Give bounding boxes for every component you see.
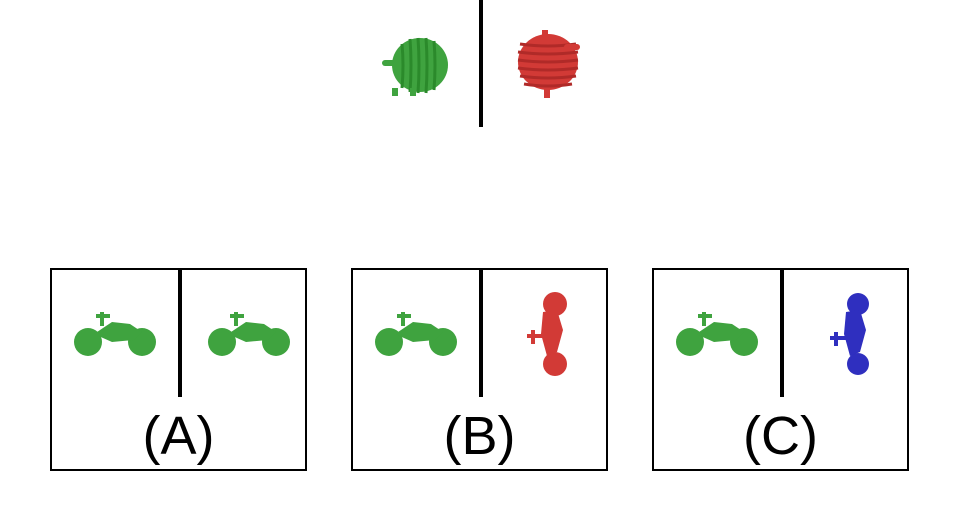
motorcycle-icon (74, 312, 156, 356)
option-a-divider (178, 270, 182, 397)
yarn-spool-icon (517, 30, 580, 98)
motorcycle-icon (208, 312, 290, 356)
option-c-divider (780, 270, 784, 397)
option-a-label: (A) (142, 406, 215, 466)
motorcycle-icon (375, 312, 457, 356)
option-c[interactable]: (C) (652, 268, 909, 471)
motorcycle-icon (676, 312, 758, 356)
option-b-label: (B) (443, 406, 516, 466)
motorcycle-icon (830, 293, 869, 375)
option-c-label: (C) (743, 406, 818, 466)
option-b-divider (479, 270, 483, 397)
yarn-spool-icon (382, 37, 448, 96)
option-b[interactable]: (B) (351, 268, 608, 471)
option-a[interactable]: (A) (50, 268, 307, 471)
example-divider (479, 0, 483, 127)
motorcycle-icon (527, 292, 567, 376)
